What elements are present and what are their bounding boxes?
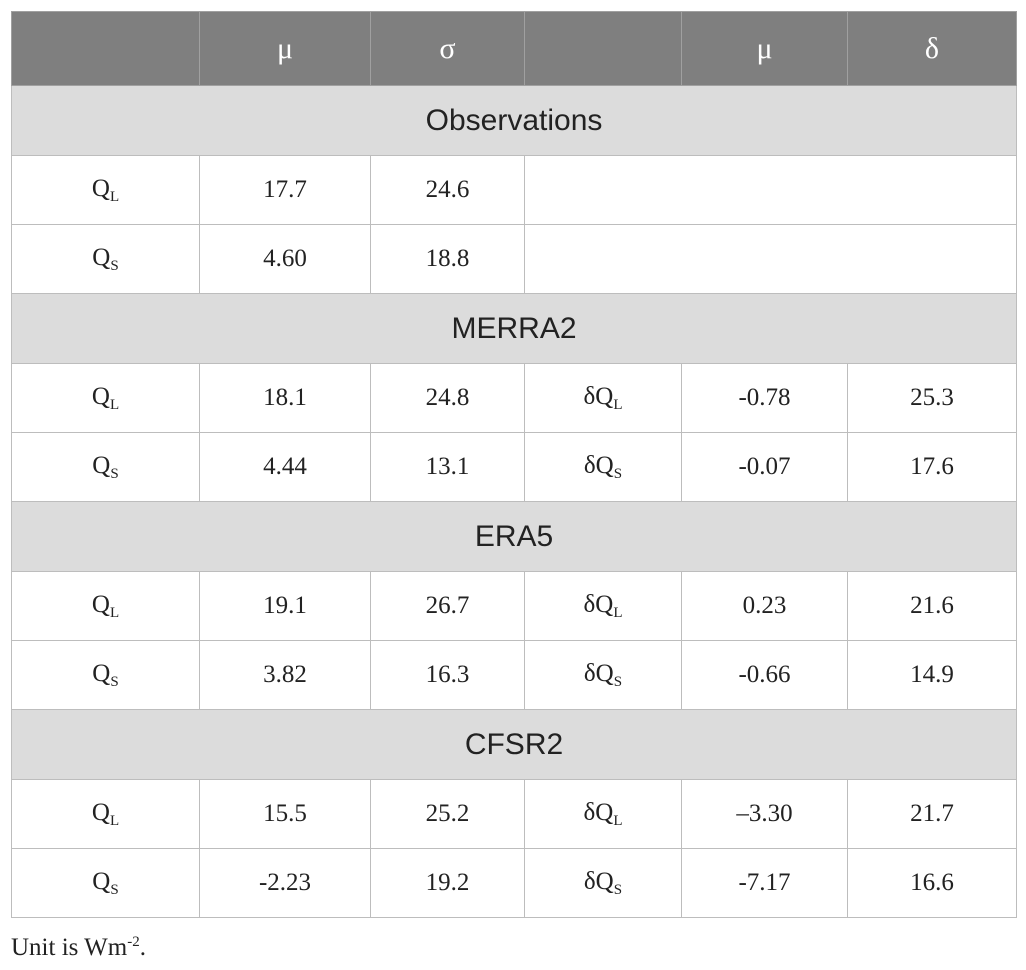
delta-cell: 16.6 bbox=[847, 848, 1017, 918]
sigma-cell: 13.1 bbox=[370, 432, 525, 502]
variable-cell: QL bbox=[11, 363, 200, 433]
section-title: MERRA2 bbox=[11, 293, 1017, 364]
empty-cell bbox=[524, 224, 1017, 294]
mu-cell: 18.1 bbox=[199, 363, 371, 433]
variable-cell: QS bbox=[11, 640, 200, 710]
diff-mu-cell: –3.30 bbox=[681, 779, 848, 849]
mu-cell: -2.23 bbox=[199, 848, 371, 918]
sigma-cell: 26.7 bbox=[370, 571, 525, 641]
sigma-cell: 16.3 bbox=[370, 640, 525, 710]
variable-cell: QS bbox=[11, 848, 200, 918]
statistics-table: μ σ μ δ Observations QL 17.7 24.6 QS 4.6… bbox=[11, 11, 1017, 918]
variable-cell: QL bbox=[11, 779, 200, 849]
diff-variable-cell: δQS bbox=[524, 640, 682, 710]
sigma-cell: 19.2 bbox=[370, 848, 525, 918]
sigma-cell: 24.6 bbox=[370, 155, 525, 225]
delta-cell: 25.3 bbox=[847, 363, 1017, 433]
sigma-cell: 25.2 bbox=[370, 779, 525, 849]
table-row: QS 4.60 18.8 bbox=[11, 224, 1017, 294]
empty-cell bbox=[524, 155, 1017, 225]
diff-variable-cell: δQS bbox=[524, 432, 682, 502]
table-row: QS 3.82 16.3 δQS -0.66 14.9 bbox=[11, 640, 1017, 710]
diff-mu-cell: -0.66 bbox=[681, 640, 848, 710]
header-cell-delta: δ bbox=[847, 11, 1017, 86]
mu-cell: 4.60 bbox=[199, 224, 371, 294]
header-cell-mu: μ bbox=[199, 11, 371, 86]
section-title: Observations bbox=[11, 85, 1017, 156]
diff-mu-cell: -0.78 bbox=[681, 363, 848, 433]
mu-cell: 19.1 bbox=[199, 571, 371, 641]
diff-mu-cell: -7.17 bbox=[681, 848, 848, 918]
diff-variable-cell: δQL bbox=[524, 363, 682, 433]
diff-mu-cell: -0.07 bbox=[681, 432, 848, 502]
table-row: QL 19.1 26.7 δQL 0.23 21.6 bbox=[11, 571, 1017, 641]
sigma-cell: 18.8 bbox=[370, 224, 525, 294]
diff-variable-cell: δQL bbox=[524, 779, 682, 849]
delta-cell: 17.6 bbox=[847, 432, 1017, 502]
table-row: QL 18.1 24.8 δQL -0.78 25.3 bbox=[11, 363, 1017, 433]
delta-cell: 21.7 bbox=[847, 779, 1017, 849]
header-row: μ σ μ δ bbox=[11, 11, 1017, 86]
delta-cell: 21.6 bbox=[847, 571, 1017, 641]
mu-cell: 15.5 bbox=[199, 779, 371, 849]
table-row: QS 4.44 13.1 δQS -0.07 17.6 bbox=[11, 432, 1017, 502]
sigma-cell: 24.8 bbox=[370, 363, 525, 433]
table-row: QL 17.7 24.6 bbox=[11, 155, 1017, 225]
variable-cell: QL bbox=[11, 571, 200, 641]
table-row: QL 15.5 25.2 δQL –3.30 21.7 bbox=[11, 779, 1017, 849]
diff-mu-cell: 0.23 bbox=[681, 571, 848, 641]
section-row-era5: ERA5 bbox=[11, 501, 1017, 572]
table-row: QS -2.23 19.2 δQS -7.17 16.6 bbox=[11, 848, 1017, 918]
mu-cell: 3.82 bbox=[199, 640, 371, 710]
section-title: ERA5 bbox=[11, 501, 1017, 572]
header-cell-blank-2 bbox=[524, 11, 682, 86]
diff-variable-cell: δQL bbox=[524, 571, 682, 641]
mu-cell: 4.44 bbox=[199, 432, 371, 502]
section-row-cfsr2: CFSR2 bbox=[11, 709, 1017, 780]
table-footnote: Unit is Wm-2. bbox=[11, 934, 146, 961]
variable-cell: QS bbox=[11, 432, 200, 502]
section-row-observations: Observations bbox=[11, 85, 1017, 156]
section-row-merra2: MERRA2 bbox=[11, 293, 1017, 364]
header-cell-mu-diff: μ bbox=[681, 11, 848, 86]
variable-cell: QL bbox=[11, 155, 200, 225]
mu-cell: 17.7 bbox=[199, 155, 371, 225]
header-cell-sigma: σ bbox=[370, 11, 525, 86]
variable-cell: QS bbox=[11, 224, 200, 294]
section-title: CFSR2 bbox=[11, 709, 1017, 780]
diff-variable-cell: δQS bbox=[524, 848, 682, 918]
delta-cell: 14.9 bbox=[847, 640, 1017, 710]
header-cell-blank bbox=[11, 11, 200, 86]
